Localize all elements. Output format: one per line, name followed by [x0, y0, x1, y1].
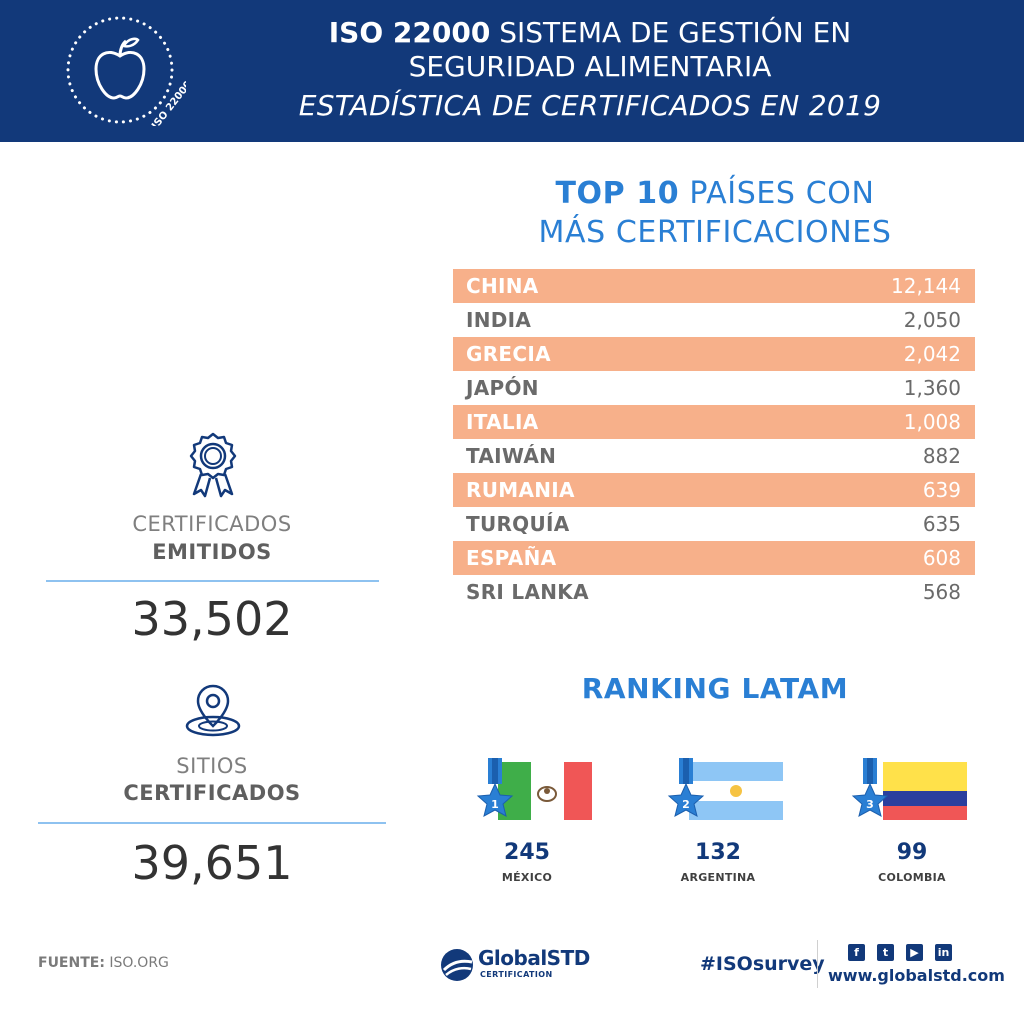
header-title-line2: SEGURIDAD ALIMENTARIA [408, 50, 772, 83]
divider [817, 940, 818, 988]
logo-main-text: GlobalSTD [478, 946, 590, 970]
header-banner: ISO 22000 ISO 22000 SISTEMA DE GESTIÓN E… [0, 0, 1024, 142]
table-row: SRI LANKA 568 [453, 575, 975, 609]
table-row: RUMANIA 639 [453, 473, 975, 507]
country-name: INDIA [466, 308, 532, 332]
apple-badge-icon: ISO 22000 [66, 16, 186, 126]
table-row: INDIA 2,050 [453, 303, 975, 337]
table-row: JAPÓN 1,360 [453, 371, 975, 405]
table-row: TURQUÍA 635 [453, 507, 975, 541]
top10-title-rest: PAÍSES CON [679, 176, 875, 211]
country-value: 1,008 [903, 410, 961, 434]
country-name: RUMANIA [466, 478, 575, 502]
table-row: CHINA 12,144 [453, 269, 975, 303]
twitter-icon[interactable]: t [877, 944, 894, 961]
country-value: 635 [922, 512, 961, 536]
ranking-item-mexico: 1 245 MÉXICO [452, 758, 602, 884]
country-value: 12,144 [891, 274, 961, 298]
ranking-item-colombia: 3 99 COLOMBIA [837, 758, 987, 884]
country-value: 608 [922, 546, 961, 570]
stat-sitios-label: SITIOS [176, 754, 248, 778]
top10-title-line2: MÁS CERTIFICACIONES [538, 215, 892, 250]
facebook-icon[interactable]: f [848, 944, 865, 961]
rank-country: COLOMBIA [878, 871, 946, 884]
country-value: 2,050 [903, 308, 961, 332]
stat-certificados2-label: CERTIFICADOS [123, 781, 301, 805]
header-title-rest: SISTEMA DE GESTIÓN EN [490, 16, 852, 49]
social-links: f t ▶ in [848, 944, 952, 961]
country-name: ESPAÑA [466, 546, 557, 570]
divider [46, 580, 379, 582]
stat-certificados-label: CERTIFICADOS [132, 512, 292, 536]
table-row: ITALIA 1,008 [453, 405, 975, 439]
rank-badge-3: 3 [866, 798, 874, 811]
globalstd-logo: GlobalSTD CERTIFICATION [440, 946, 600, 986]
country-name: GRECIA [466, 342, 551, 366]
rank-badge-2: 2 [682, 798, 690, 811]
country-value: 568 [922, 580, 961, 604]
country-name: CHINA [466, 274, 539, 298]
location-pin-icon [185, 684, 241, 737]
ranking-title: RANKING LATAM [581, 672, 849, 705]
table-row: ESPAÑA 608 [453, 541, 975, 575]
rank-value: 99 [896, 840, 928, 865]
globe-logo-icon [441, 949, 473, 981]
header-title-bold: ISO 22000 [328, 16, 491, 49]
country-value: 882 [922, 444, 961, 468]
linkedin-icon[interactable]: in [935, 944, 952, 961]
top10-table: CHINA 12,144 INDIA 2,050 GRECIA 2,042 JAPÓN… [453, 269, 975, 609]
argentina-flag-icon: 2 [667, 758, 783, 820]
header-title-line1: ISO 22000 SISTEMA DE GESTIÓN EN [250, 16, 930, 50]
rank-value: 245 [504, 840, 550, 865]
source-value: ISO.ORG [104, 955, 169, 971]
rank-country: MÉXICO [501, 871, 553, 884]
divider [38, 822, 386, 824]
table-row: GRECIA 2,042 [453, 337, 975, 371]
country-name: TURQUÍA [466, 512, 570, 536]
top10-title-line1: TOP 10 PAÍSES CON [470, 175, 960, 213]
country-name: JAPÓN [466, 376, 539, 400]
top10-title-bold: TOP 10 [555, 176, 680, 211]
logo-sub-text: CERTIFICATION [480, 970, 553, 979]
website-link[interactable]: www.globalstd.com [828, 966, 1005, 985]
country-value: 639 [922, 478, 961, 502]
country-name: SRI LANKA [466, 580, 589, 604]
country-name: TAIWÁN [466, 444, 557, 468]
youtube-icon[interactable]: ▶ [906, 944, 923, 961]
country-value: 1,360 [903, 376, 961, 400]
colombia-flag-icon: 3 [851, 758, 967, 820]
country-value: 2,042 [903, 342, 961, 366]
mexico-flag-icon: 1 [476, 758, 592, 820]
source-label: FUENTE: [38, 955, 105, 971]
ranking-item-argentina: 2 132 ARGENTINA [643, 758, 793, 884]
stat-emitidos-label: EMITIDOS [152, 540, 272, 564]
stat-certificados-value: 33,502 [131, 592, 293, 646]
source-note: FUENTE: ISO.ORG [38, 955, 169, 971]
table-row: TAIWÁN 882 [453, 439, 975, 473]
rank-value: 132 [695, 840, 741, 865]
country-name: ITALIA [466, 410, 539, 434]
hashtag: #ISOsurvey [700, 953, 825, 975]
badge-label: ISO 22000 [150, 79, 186, 126]
rank-country: ARGENTINA [680, 871, 756, 884]
header-subtitle: ESTADÍSTICA DE CERTIFICADOS EN 2019 [298, 89, 882, 122]
stat-sitios-value: 39,651 [131, 836, 293, 890]
rank-badge-1: 1 [491, 798, 499, 811]
award-ribbon-icon [189, 432, 237, 498]
